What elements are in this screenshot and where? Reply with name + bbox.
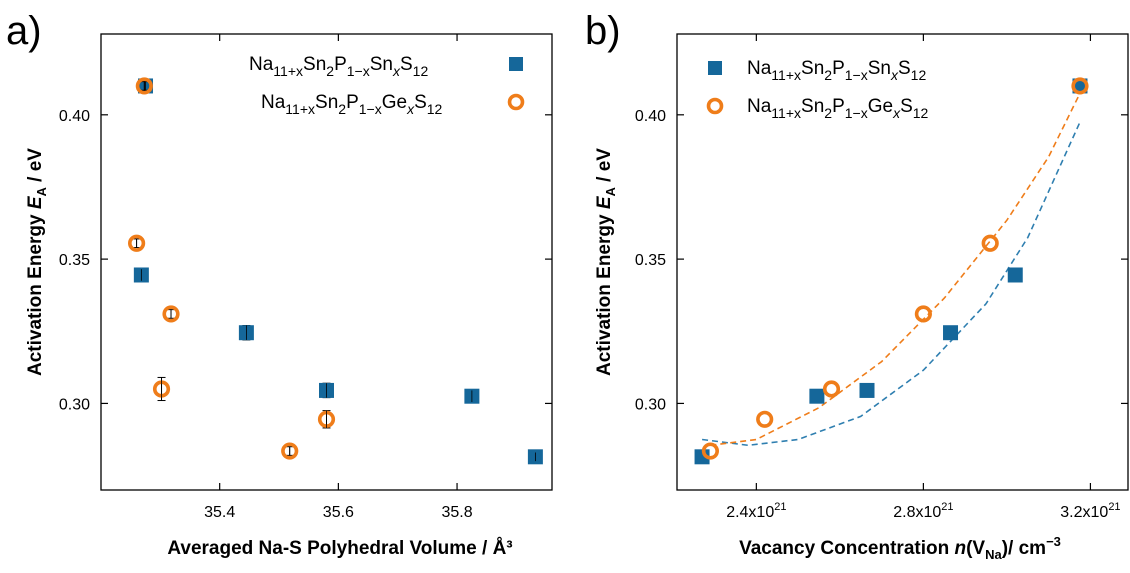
legend-entry-ge: Na11+xSn2P1−xGexS12 (706, 96, 929, 121)
y-tick-label: 0.30 (635, 396, 666, 413)
panel-a: a) 0.30 0.35 0.40 35.4 35.6 35.8 Na11+xSn2P1−… (6, 9, 553, 559)
point-ge (1071, 77, 1089, 95)
point-ge (914, 305, 932, 323)
legend-entry-ge: Na11+xSn2P1−xGexS12 (261, 92, 525, 117)
point-sn (1007, 267, 1023, 283)
panel-b-fit-lines (701, 92, 1081, 447)
point-sn (809, 388, 825, 404)
x-tick-label: 2.8x1021 (893, 501, 953, 521)
x-tick-label: 35.6 (323, 504, 354, 521)
x-tick-label: 35.4 (204, 504, 235, 521)
legend-label-sn: Na11+xSn2P1−xSnxS12 (747, 58, 926, 83)
y-tick-label: 0.30 (59, 396, 90, 413)
legend-label-ge: Na11+xSn2P1−xGexS12 (261, 92, 443, 117)
panel-b-ticks: 0.30 0.35 0.40 2.4x1021 2.8x1021 3.2x1021 (635, 34, 1128, 521)
legend-marker-ge (706, 97, 724, 115)
point-ge (701, 442, 720, 460)
panel-b-legend: Na11+xSn2P1−xSnxS12 Na11+xSn2P1−xGexS12 (706, 58, 929, 121)
panel-a-label: a) (6, 9, 42, 53)
point-ge (756, 410, 774, 428)
panel-b-marks (694, 77, 1089, 465)
fit-line-ge (710, 92, 1081, 447)
panel-a-marks (128, 77, 543, 465)
panel-b-y-title: Activation Energy EA / eV (594, 148, 618, 376)
legend-entry-sn: Na11+xSn2P1−xSnxS12 (708, 58, 926, 83)
legend-marker-sn (509, 57, 523, 71)
point-sn (943, 325, 959, 341)
legend-marker-sn (708, 61, 722, 75)
legend-label-sn: Na11+xSn2P1−xSnxS12 (249, 54, 428, 79)
fit-line-sn (701, 121, 1081, 447)
y-tick-label: 0.35 (59, 252, 90, 269)
point-ge (128, 234, 146, 252)
legend-label-ge: Na11+xSn2P1−xGexS12 (747, 96, 929, 121)
y-tick-label: 0.40 (59, 108, 90, 125)
point-sn (859, 382, 875, 398)
panel-a-y-title: Activation Energy EA / eV (25, 148, 49, 376)
point-ge (162, 305, 180, 323)
panel-b-label: b) (585, 9, 621, 53)
point-ge (281, 442, 299, 460)
point-ge (135, 77, 153, 95)
x-tick-label: 2.4x1021 (726, 501, 786, 521)
panel-b-x-title: Vacancy Concentration n(VNa)/ cm−3 (739, 534, 1061, 562)
legend-entry-sn: Na11+xSn2P1−xSnxS12 (249, 54, 523, 79)
point-ge (822, 380, 841, 398)
panel-a-ticks: 0.30 0.35 0.40 35.4 35.6 35.8 (59, 34, 552, 521)
panel-a-legend: Na11+xSn2P1−xSnxS12 Na11+xSn2P1−xGexS12 (249, 54, 525, 117)
legend-marker-ge (507, 93, 525, 111)
y-tick-label: 0.35 (635, 252, 666, 269)
x-tick-label: 3.2x1021 (1060, 501, 1120, 521)
y-tick-label: 0.40 (635, 108, 666, 125)
x-tick-label: 35.8 (441, 504, 472, 521)
panel-b: b) 0.300.350.402.4x1021 2.8x1021 3.2x1021 … (585, 9, 1129, 562)
point-ge (981, 234, 999, 252)
panel-a-x-title: Averaged Na-S Polyhedral Volume / Å³ (167, 538, 512, 559)
panel-b-frame (676, 33, 1129, 491)
panel-a-frame (100, 33, 553, 491)
